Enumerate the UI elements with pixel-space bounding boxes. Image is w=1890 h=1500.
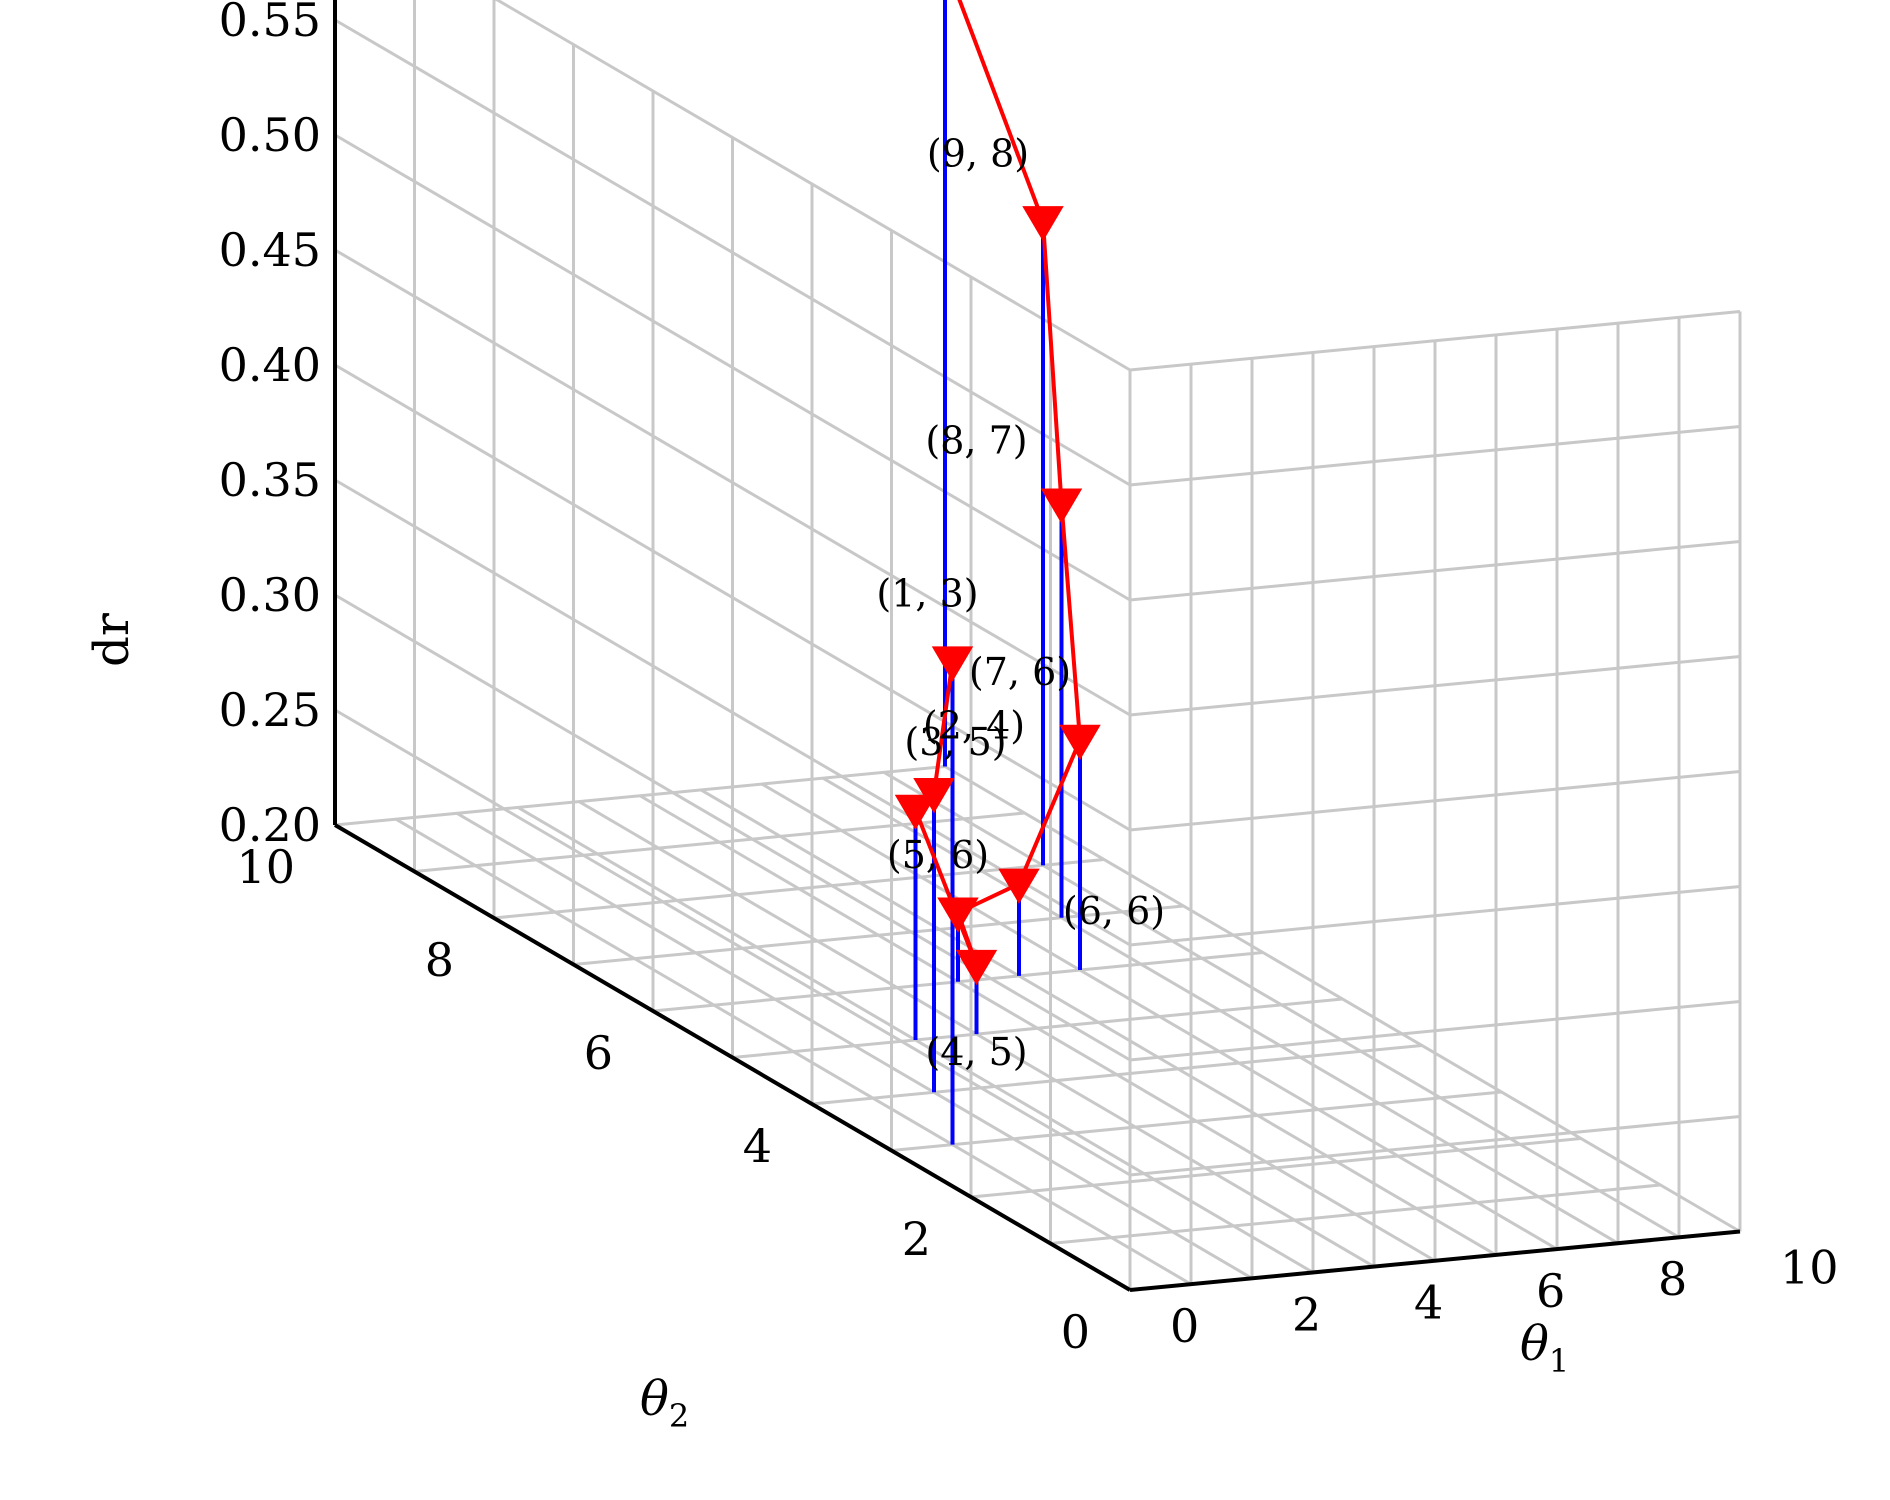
y-tick-label: 2 [902, 1212, 931, 1266]
wall-grid-line [1129, 540, 1741, 602]
wall-grid-line [334, 478, 1131, 947]
wall-grid-line [334, 18, 1131, 487]
wall-grid-line [1129, 770, 1741, 832]
wall-grid-line [1129, 425, 1741, 487]
ticks-layer: 0.200.250.300.350.400.450.500.550.600246… [219, 0, 1839, 1359]
point-label: (8, 7) [925, 419, 1027, 463]
y-tick-label: 6 [584, 1026, 613, 1080]
triangle-marker [998, 868, 1040, 904]
axes-layer [333, 0, 1741, 1292]
x-tick-label: 8 [1658, 1252, 1687, 1306]
wall-grid-line [1129, 1115, 1741, 1177]
triangle-marker [1040, 488, 1083, 524]
y-tick-label: 4 [743, 1119, 772, 1173]
point-label: (6, 6) [1063, 889, 1165, 933]
y-axis-title-subscript: 2 [669, 1397, 689, 1435]
x-tick-label: 4 [1414, 1276, 1443, 1330]
z-tick-label: 0.45 [219, 223, 321, 277]
z-axis-title: dr [84, 613, 140, 667]
triangle-marker [931, 646, 974, 682]
y-tick-label: 0 [1061, 1305, 1090, 1359]
z-tick-label: 0.20 [219, 798, 321, 852]
triangle-marker [937, 897, 979, 933]
point-label: (4, 5) [925, 1030, 1027, 1074]
markers-layer [894, 206, 1101, 986]
x-tick-label: 10 [1780, 1241, 1839, 1295]
point-label: (2, 4) [923, 703, 1025, 747]
floor-grid-line [1050, 1183, 1661, 1245]
triangle-marker [1059, 724, 1101, 761]
x-axis-title: θ1 [1520, 1316, 1569, 1380]
wall-grid-line [1129, 885, 1741, 947]
point-label: (7, 6) [969, 650, 1071, 694]
wall-grid-line [334, 248, 1131, 717]
wall-grid-line [1129, 655, 1741, 717]
floor-grid-line [970, 1137, 1582, 1199]
floor-grid-line [732, 997, 1343, 1059]
wall-grid-line [334, 708, 1131, 1177]
point-label: (5, 6) [887, 833, 989, 877]
triangle-marker [955, 949, 998, 986]
floor-grid-line [811, 1044, 1423, 1106]
z-tick-label: 0.40 [219, 338, 321, 392]
y-axis-line [333, 823, 1132, 1292]
wall-grid-line [334, 363, 1131, 832]
y-tick-label: 8 [425, 933, 454, 987]
point-label: (1, 3) [876, 572, 978, 616]
triangle-marker [1022, 206, 1064, 242]
z-tick-label: 0.50 [219, 108, 321, 162]
x-tick-label: 0 [1170, 1299, 1199, 1353]
triangle-marker [894, 794, 937, 830]
wall-grid-line [334, 133, 1131, 602]
y-tick-label: 10 [236, 840, 295, 894]
x-axis-title-subscript: 1 [1549, 1342, 1569, 1380]
wall-grid-line [1129, 310, 1741, 372]
x-axis-line [1129, 1229, 1741, 1292]
z-tick-label: 0.55 [219, 0, 321, 47]
x-tick-label: 2 [1292, 1287, 1321, 1341]
floor-grid-line [891, 1090, 1502, 1152]
z-tick-label: 0.30 [219, 568, 321, 622]
y-axis-title-symbol: θ [640, 1371, 669, 1427]
wall-grid-line [334, 593, 1131, 1062]
wall-grid-line [1129, 1000, 1741, 1062]
wall-grid-line [494, 0, 1131, 372]
y-axis-title: θ2 [640, 1371, 689, 1435]
x-axis-title-symbol: θ [1520, 1316, 1549, 1372]
z-tick-label: 0.25 [219, 683, 321, 737]
point-label: (3, 5) [904, 720, 1006, 764]
grid-layer [333, 0, 1742, 1292]
point-label: (9, 8) [927, 131, 1029, 175]
z-tick-label: 0.35 [219, 453, 321, 507]
stems-layer [913, 0, 1082, 1145]
x-tick-label: 6 [1536, 1264, 1565, 1318]
labels-layer: (1, 3) (2, 4)(3, 5) (4, 5) (5, 6) (6, 6) (7, … [876, 131, 1165, 1074]
